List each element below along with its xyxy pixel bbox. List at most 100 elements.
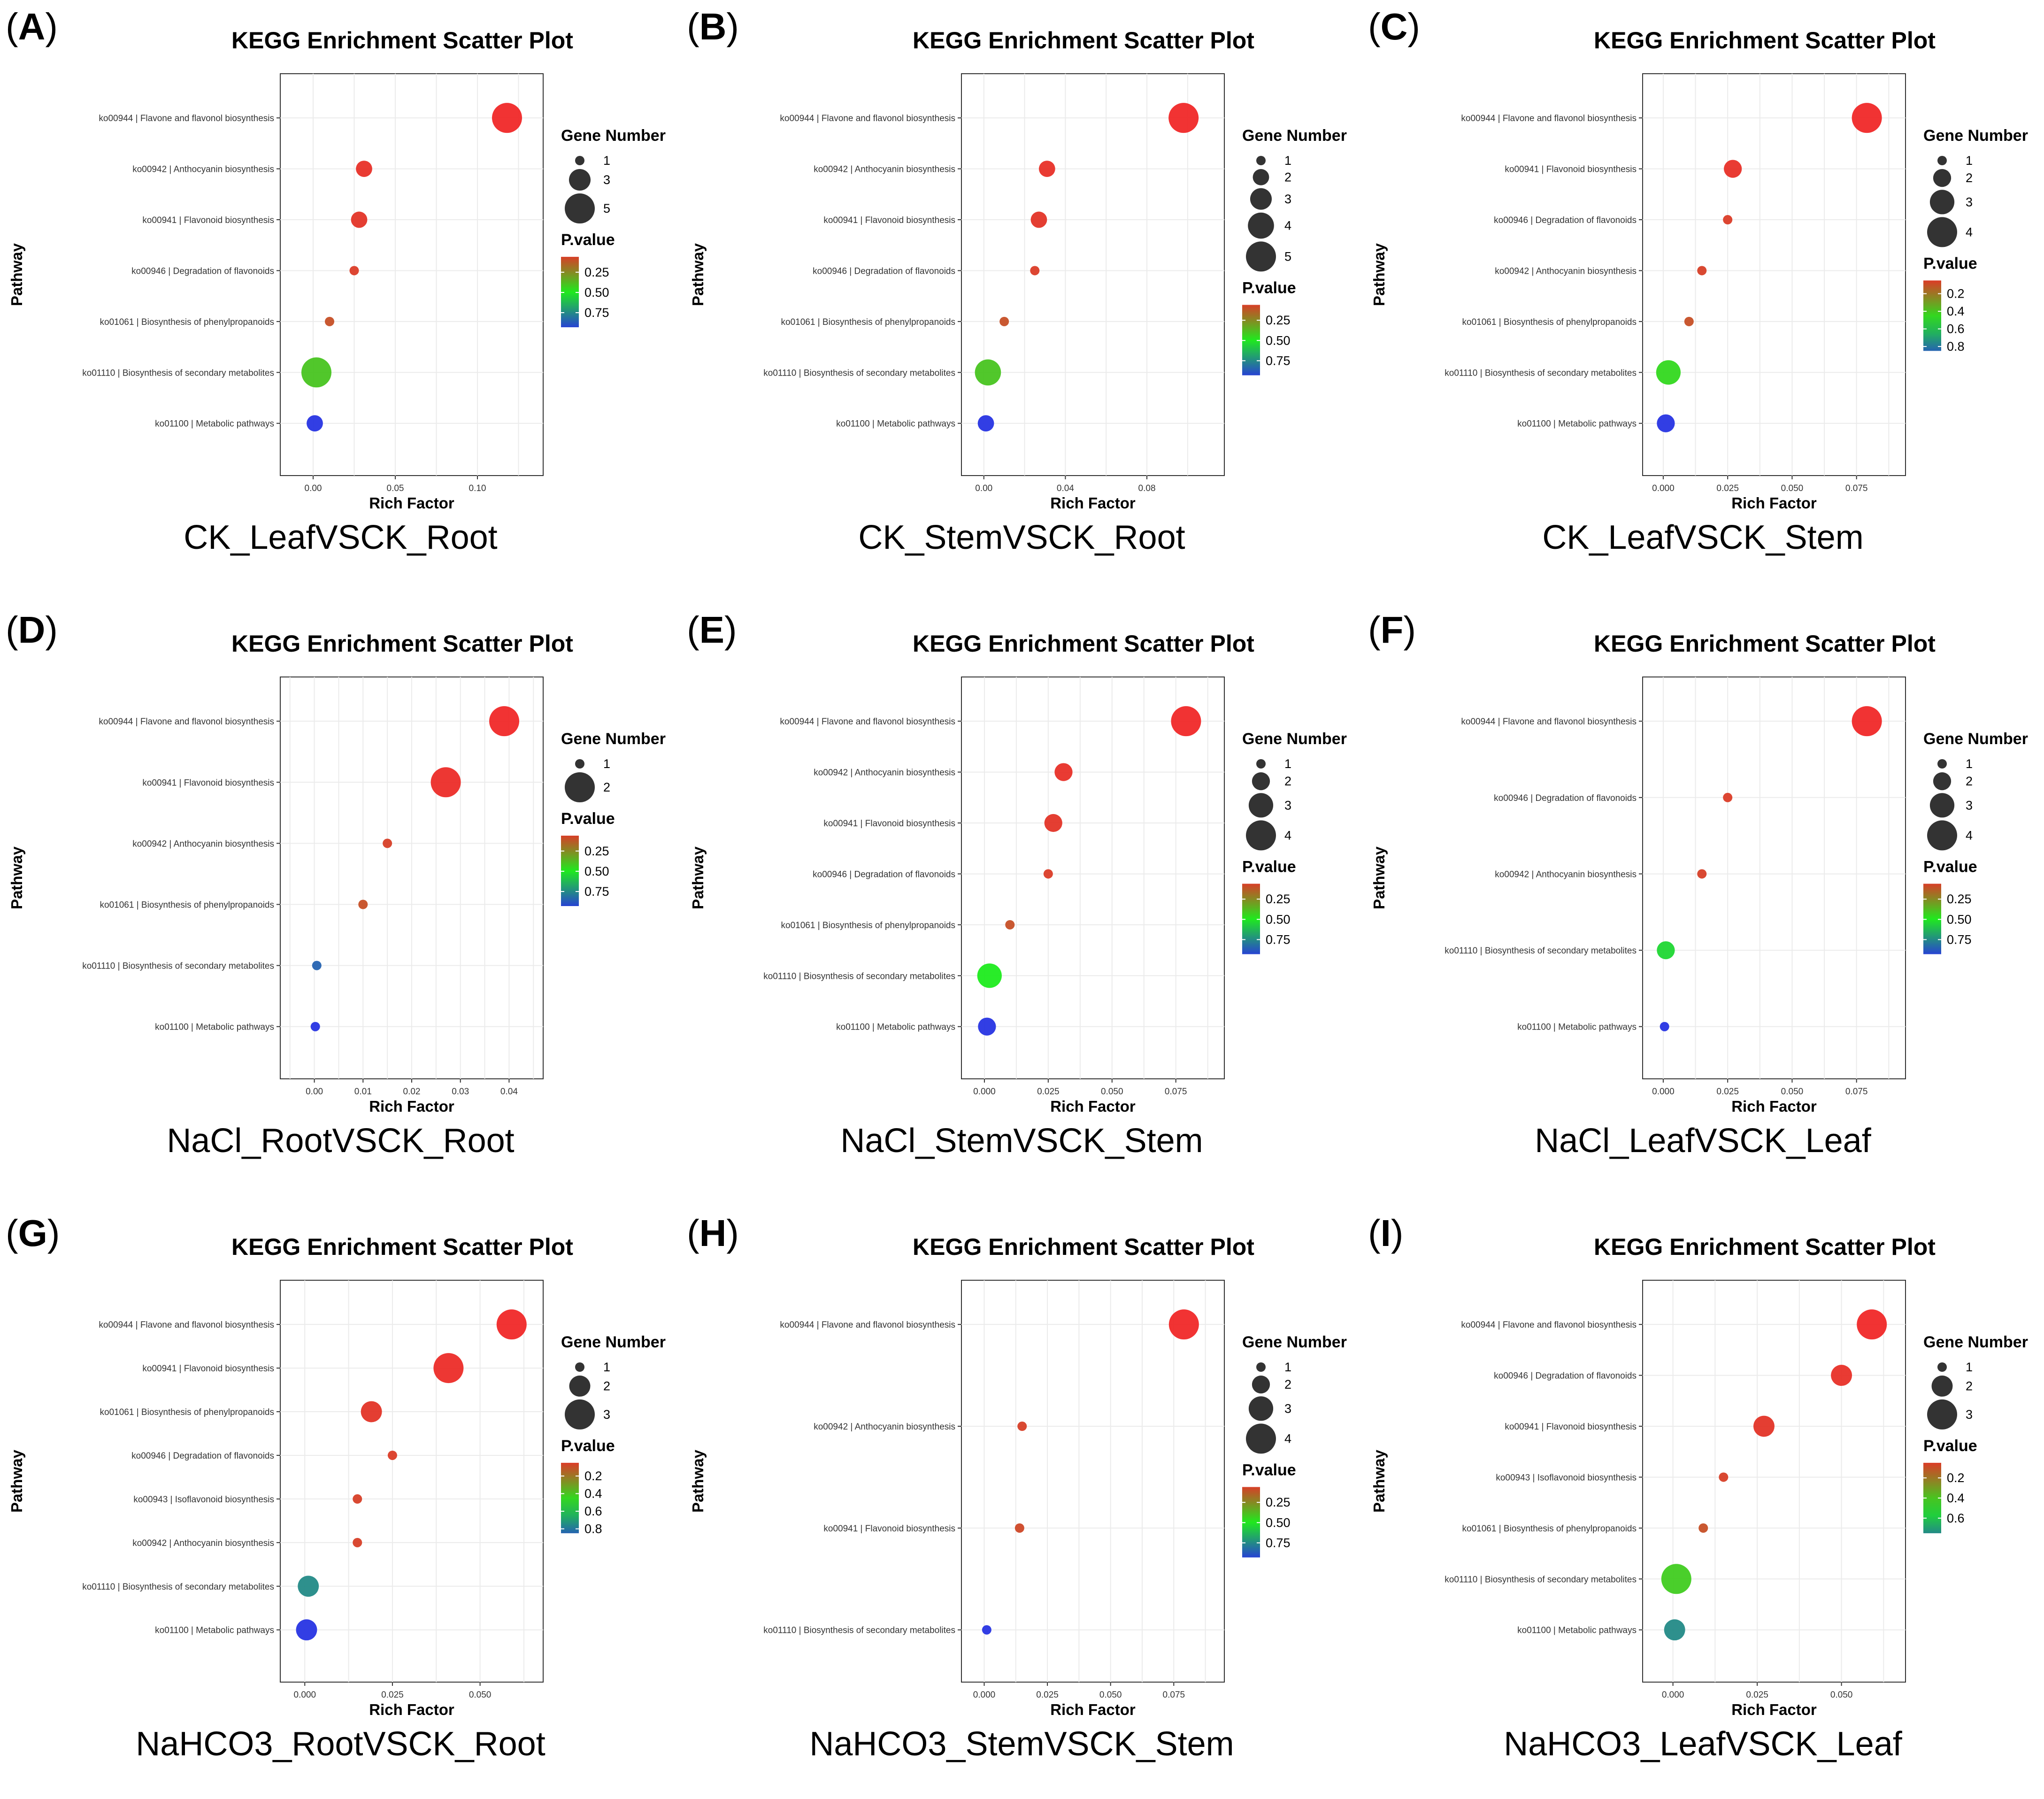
data-point	[1657, 414, 1675, 432]
size-legend-key	[1252, 772, 1270, 791]
data-point	[977, 963, 1002, 988]
size-legend-label: 3	[1966, 1407, 1973, 1422]
data-point	[1697, 266, 1707, 276]
pathway-label: ko01100 | Metabolic pathways	[1517, 1626, 1637, 1636]
data-point	[1724, 160, 1742, 178]
pathway-label: ko00941 | Flavonoid biosynthesis	[823, 819, 955, 829]
x-tick-label: 0.10	[469, 484, 486, 493]
scatter-plot: KEGG Enrichment Scatter Plot 0.00 0.05 0.10…	[8, 27, 666, 512]
size-legend-label: 1	[603, 154, 610, 168]
panel-letter: (B)	[687, 6, 739, 47]
y-axis-label: Pathway	[1370, 243, 1388, 306]
x-tick-label: 0.050	[1781, 1087, 1804, 1097]
pathway-label: ko01110 | Biosynthesis of secondary meta…	[1445, 1575, 1637, 1584]
size-legend-label: 2	[1284, 170, 1291, 184]
color-legend-label: 0.25	[1266, 1495, 1291, 1509]
plot-area	[961, 73, 1225, 476]
color-legend-label: 0.6	[1947, 1511, 1965, 1525]
data-point	[1030, 211, 1047, 228]
color-legend-title: P.value	[1923, 858, 1977, 876]
size-legend-key	[1927, 217, 1957, 247]
size-legend-label: 3	[1966, 195, 1973, 209]
size-legend-key	[575, 1362, 584, 1372]
size-legend-key	[1246, 820, 1276, 851]
size-legend-label: 4	[1966, 828, 1973, 842]
x-tick-label: 0.000	[293, 1690, 316, 1700]
x-tick-label: 0.05	[387, 484, 404, 493]
color-legend-label: 0.25	[1266, 892, 1291, 906]
data-point	[312, 961, 322, 970]
plot-area	[280, 1280, 544, 1683]
color-legend-label: 0.25	[1266, 313, 1291, 327]
pathway-label: ko00941 | Flavonoid biosynthesis	[142, 215, 274, 225]
scatter-plot: KEGG Enrichment Scatter Plot 0.000 0.025 0.…	[689, 1234, 1347, 1718]
pathway-label: ko00942 | Anthocyanin biosynthesis	[132, 839, 274, 849]
x-tick-label: 0.050	[469, 1690, 492, 1700]
panel-letter: (D)	[6, 609, 58, 651]
color-legend-label: 0.6	[584, 1504, 602, 1518]
size-legend-label: 5	[1284, 249, 1291, 263]
size-legend-label: 2	[603, 780, 610, 794]
panel-letter: (I)	[1368, 1212, 1404, 1254]
x-axis-label: Rich Factor	[1050, 494, 1136, 512]
panel-b: KEGG Enrichment Scatter Plot 0.00 0.04 0.08…	[681, 0, 1362, 592]
pathway-label: ko01110 | Biosynthesis of secondary meta…	[1445, 368, 1637, 378]
data-point	[1684, 316, 1694, 326]
pathway-label: ko00942 | Anthocyanin biosynthesis	[132, 1538, 274, 1548]
x-tick-label: 0.075	[1163, 1690, 1185, 1700]
data-point	[1697, 869, 1707, 879]
color-legend-label: 0.50	[1266, 912, 1291, 926]
size-legend-label: 2	[1284, 1377, 1291, 1392]
panel-caption: NaCl_RootVSCK_Root	[167, 1122, 515, 1160]
size-legend-key	[565, 1399, 595, 1430]
panel-h: KEGG Enrichment Scatter Plot 0.000 0.025 0.…	[681, 1207, 1362, 1799]
color-legend-label: 0.2	[584, 1469, 602, 1483]
color-legend-title: P.value	[1242, 1461, 1296, 1479]
plot-area	[961, 1280, 1225, 1683]
pathway-label: ko00944 | Flavone and flavonol biosynthe…	[780, 717, 955, 727]
pathway-label: ko00946 | Degradation of flavonoids	[131, 266, 274, 276]
data-point	[496, 1309, 527, 1340]
size-legend-key	[1256, 1362, 1266, 1372]
color-legend-label: 0.75	[584, 306, 609, 320]
size-legend-label: 3	[1284, 192, 1291, 206]
color-legend-label: 0.4	[1947, 1491, 1965, 1505]
data-point	[999, 316, 1009, 326]
panel-caption: CK_LeafVSCK_Root	[184, 519, 498, 556]
data-point	[1044, 814, 1062, 832]
data-point	[1698, 1523, 1708, 1533]
size-legend-label: 5	[603, 201, 610, 215]
size-legend-key	[575, 156, 584, 165]
x-tick-label: 0.04	[1057, 484, 1074, 493]
y-axis-label: Pathway	[689, 846, 707, 909]
panel-letter: (G)	[6, 1212, 60, 1254]
panel-letter: (A)	[6, 6, 58, 47]
size-legend-label: 4	[1284, 1431, 1291, 1445]
size-legend-title: Gene Number	[561, 1333, 666, 1351]
color-legend-label: 0.2	[1947, 1471, 1965, 1485]
data-point	[1030, 266, 1040, 276]
size-legend-key	[1933, 169, 1952, 187]
x-axis-label: Rich Factor	[1731, 1701, 1817, 1718]
size-legend-label: 3	[1284, 1401, 1291, 1415]
x-tick-label: 0.025	[1036, 1690, 1059, 1700]
size-legend-label: 1	[603, 1360, 610, 1374]
pathway-label: ko01061 | Biosynthesis of phenylpropanoi…	[781, 317, 955, 327]
size-legend-label: 2	[1284, 774, 1291, 788]
pathway-label: ko01100 | Metabolic pathways	[155, 419, 274, 429]
size-legend-key	[569, 1376, 591, 1397]
color-legend-label: 0.8	[584, 1522, 602, 1536]
color-legend-title: P.value	[1923, 254, 1977, 272]
size-legend-key	[1937, 156, 1947, 165]
x-tick-label: 0.025	[381, 1690, 404, 1700]
data-point	[296, 1619, 317, 1641]
x-axis-label: Rich Factor	[1731, 494, 1817, 512]
y-axis-label: Pathway	[689, 243, 707, 306]
color-legend-title: P.value	[561, 810, 615, 828]
size-legend-key	[1929, 190, 1955, 215]
pathway-label: ko00946 | Degradation of flavonoids	[1494, 215, 1637, 225]
pathway-label: ko01110 | Biosynthesis of secondary meta…	[82, 1582, 274, 1592]
data-point	[1660, 1022, 1669, 1031]
scatter-plot: KEGG Enrichment Scatter Plot 0.000 0.025 0.…	[689, 630, 1347, 1115]
